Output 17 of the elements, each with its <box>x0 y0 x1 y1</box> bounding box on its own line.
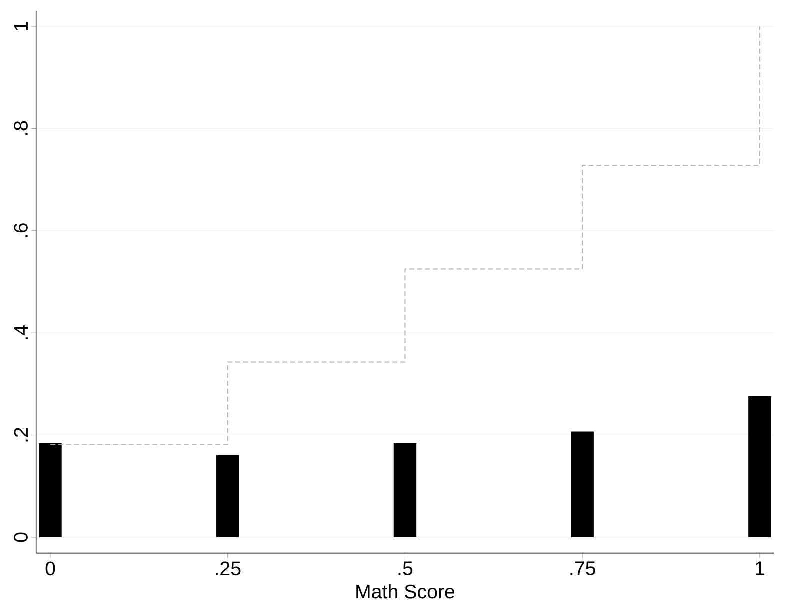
y-tick-label: .2 <box>14 428 28 442</box>
bar <box>571 432 594 538</box>
y-tick-label: 1 <box>14 22 28 30</box>
x-axis-title: Math Score <box>356 584 455 599</box>
bar <box>394 443 417 538</box>
x-tick-label: .75 <box>570 562 596 576</box>
bar <box>748 396 772 538</box>
x-tick-label: .25 <box>216 562 241 576</box>
x-tick-label: 0 <box>46 562 56 576</box>
y-tick-label: .4 <box>14 325 28 340</box>
y-tick-label: .6 <box>14 224 28 238</box>
bar <box>216 455 240 538</box>
y-tick-label: .8 <box>14 121 28 136</box>
x-tick-label: .5 <box>398 562 413 576</box>
bar <box>39 443 62 538</box>
x-tick-label: 1 <box>756 562 764 576</box>
y-tick-label: 0 <box>14 532 28 542</box>
